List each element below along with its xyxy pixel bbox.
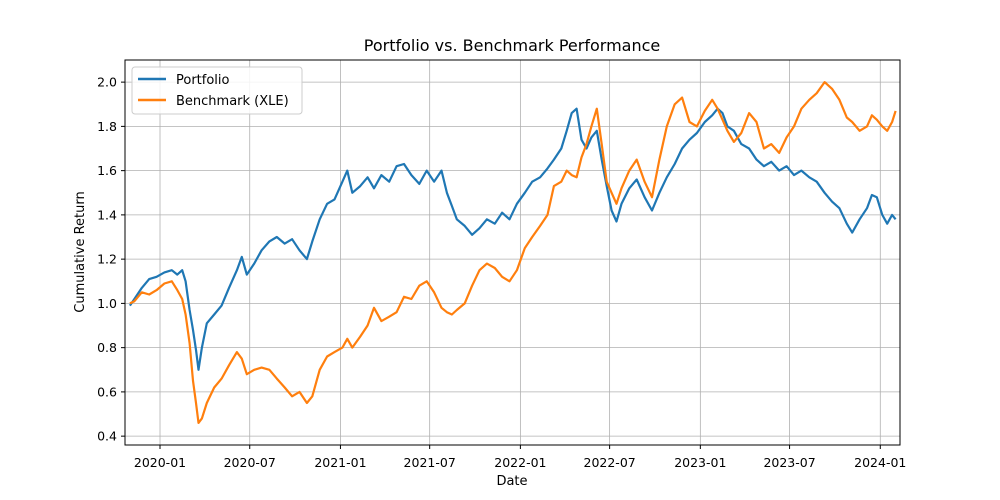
x-tick-label: 2023-07 — [763, 455, 815, 470]
x-tick-label: 2022-01 — [494, 455, 546, 470]
y-tick-label: 0.4 — [97, 429, 117, 444]
x-tick-label: 2020-01 — [134, 455, 186, 470]
x-tick-label: 2022-07 — [584, 455, 636, 470]
x-tick-label: 2021-07 — [404, 455, 456, 470]
y-tick-label: 1.0 — [97, 296, 117, 311]
y-axis-label: Cumulative Return — [73, 191, 88, 312]
y-tick-label: 1.8 — [97, 119, 117, 134]
axis-ticks: 2020-01 2020-07 2021-01 2021-07 2022-01 2022-… — [97, 75, 906, 470]
series-line-portfolio — [128, 107, 897, 371]
chart-title: Portfolio vs. Benchmark Performance — [364, 36, 661, 55]
x-tick-label: 2021-01 — [314, 455, 366, 470]
y-tick-label: 1.2 — [97, 252, 117, 267]
legend-box — [131, 66, 303, 115]
x-tick-label: 2024-01 — [854, 455, 906, 470]
series-lines — [128, 81, 897, 424]
y-tick-label: 2.0 — [97, 75, 117, 90]
y-tick-label: 0.6 — [97, 384, 117, 399]
x-tick-label: 2023-01 — [674, 455, 726, 470]
legend-label-benchmark: Benchmark (XLE) — [176, 94, 289, 109]
legend: Portfolio Benchmark (XLE) — [131, 66, 303, 115]
legend-label-portfolio: Portfolio — [176, 73, 230, 88]
y-tick-label: 1.4 — [97, 207, 117, 222]
series-line-benchmark — [129, 81, 897, 424]
x-axis-label: Date — [496, 474, 527, 489]
plot-frame — [124, 59, 901, 446]
x-tick-label: 2020-07 — [224, 455, 276, 470]
y-tick-label: 1.6 — [97, 163, 117, 178]
y-tick-label: 0.8 — [97, 340, 117, 355]
